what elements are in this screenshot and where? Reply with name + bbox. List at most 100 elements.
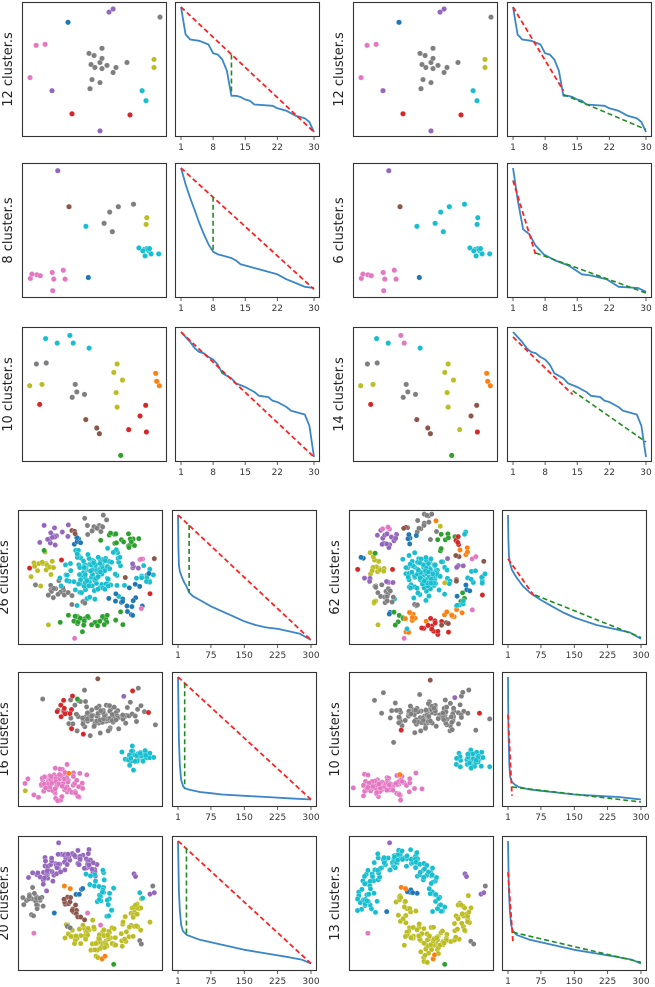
x-tick-label: 8 <box>542 468 548 478</box>
sorted-distance-curve <box>507 840 642 965</box>
scatter-point <box>151 64 157 71</box>
scatter-point <box>381 854 387 861</box>
red-fit-line <box>180 331 315 458</box>
scatter-point <box>403 919 409 926</box>
scatter-point <box>85 850 92 857</box>
scatter-point <box>92 596 98 602</box>
scatter-point <box>464 549 471 555</box>
sorted-distance-curve <box>507 514 642 640</box>
scatter-point <box>392 700 399 706</box>
scatter-point <box>428 555 434 562</box>
scatter-point <box>92 878 99 884</box>
scatter-point <box>67 894 74 901</box>
green-knee-line <box>572 390 647 443</box>
scatter-point <box>430 55 436 62</box>
scatter-point <box>99 65 105 72</box>
scatter-point <box>122 913 129 920</box>
scatter-point <box>93 425 100 431</box>
scatter-point <box>57 575 63 581</box>
scatter-point <box>417 948 424 955</box>
scatter-point <box>361 575 368 581</box>
axes-frame <box>21 1 168 138</box>
scatter-point <box>397 203 403 210</box>
points <box>358 167 493 294</box>
scatter-point <box>433 517 439 524</box>
scatter-point <box>133 575 140 582</box>
scatter-point <box>449 726 456 733</box>
scatter-point <box>27 74 33 81</box>
scatter-point <box>48 571 54 578</box>
x-tick-label: 15 <box>571 468 582 478</box>
scatter-point <box>423 512 430 519</box>
scatter-point <box>456 426 463 433</box>
y-axis-label: 62 cluster.s <box>328 540 343 615</box>
scatter-point <box>135 565 142 571</box>
scatter-point <box>88 713 95 719</box>
scatter-point <box>392 535 399 542</box>
scatter-point <box>84 531 91 538</box>
scatter-point <box>135 685 142 692</box>
scatter-point <box>151 889 158 896</box>
scatter-point <box>413 416 420 423</box>
scatter-point <box>89 866 96 873</box>
scatter-point <box>103 517 110 523</box>
scatter-point <box>58 557 65 563</box>
scatter-point <box>80 721 86 727</box>
scatter-point <box>427 615 434 622</box>
scatter-point <box>65 589 71 596</box>
scatter-point <box>417 345 424 352</box>
x-tick-label: 75 <box>205 977 216 987</box>
scatter-point <box>372 584 379 591</box>
scatter-point <box>89 76 95 83</box>
scatter-point <box>399 778 405 785</box>
red-fit-line <box>512 6 565 92</box>
axes-frame <box>174 1 321 138</box>
scatter-point <box>411 729 418 736</box>
scatter-point <box>107 530 114 536</box>
scatter-point <box>477 245 484 252</box>
scatter-point <box>33 361 40 367</box>
scatter-point <box>69 693 76 699</box>
scatter-point <box>98 528 104 535</box>
scatter-point <box>41 874 48 881</box>
scatter-point <box>74 696 81 702</box>
scatter-point <box>73 933 79 939</box>
scatter-point <box>370 381 376 388</box>
scatter-point <box>412 707 419 713</box>
scatter-point <box>110 69 117 76</box>
points <box>27 6 163 134</box>
scatter-point <box>444 555 451 562</box>
scatter-point <box>50 878 56 884</box>
scatter-point <box>358 74 364 81</box>
knee-curve-plot: 1 8 15 22 30 <box>506 162 653 314</box>
scatter-point <box>390 594 397 600</box>
scatter-point <box>114 404 121 411</box>
scatter-point <box>369 783 376 790</box>
x-tick-label: 15 <box>239 304 250 314</box>
scatter-point <box>434 905 441 912</box>
scatter-point <box>94 622 101 629</box>
x-tick-label: 1 <box>510 468 516 478</box>
scatter-point <box>426 593 432 599</box>
scatter-point <box>67 885 74 892</box>
knee-curve-plot: 1 75 150 225 300 <box>501 835 650 987</box>
scatter-point <box>91 52 98 59</box>
scatter-point <box>422 952 428 959</box>
axes-frame <box>17 509 164 646</box>
x-tick-label: 1 <box>178 468 184 478</box>
scatter-point <box>372 909 379 916</box>
scatter-point <box>65 851 71 858</box>
x-tick-label: 22 <box>272 304 283 314</box>
scatter-point <box>405 574 412 581</box>
scatter-point <box>365 891 372 898</box>
scatter-point <box>99 45 105 52</box>
x-tick-label: 8 <box>542 143 548 153</box>
scatter-point <box>106 565 113 572</box>
cluster-scatter-plot: 16 cluster.s <box>0 671 164 808</box>
scatter-point <box>427 677 434 683</box>
scatter-point <box>374 850 381 857</box>
scatter-point <box>359 886 365 893</box>
scatter-point <box>413 908 419 914</box>
scatter-point <box>106 209 113 216</box>
x-tick-label: 22 <box>272 468 283 478</box>
